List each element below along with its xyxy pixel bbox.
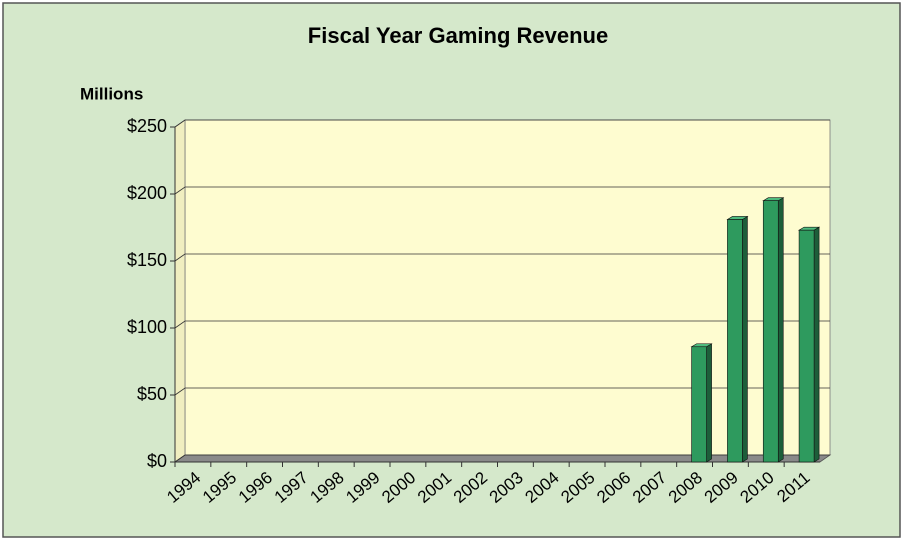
grid-line: [174, 119, 830, 128]
grid-line: [174, 253, 830, 262]
plot-side-wall: [174, 119, 186, 463]
bar-face: [691, 346, 707, 463]
bar: [762, 197, 785, 463]
bar-face: [742, 215, 748, 463]
bar-face: [813, 226, 820, 463]
y-tick-label: $0: [147, 451, 167, 471]
y-tick-label: $200: [127, 183, 167, 203]
grid-line: [174, 387, 830, 396]
bar-face: [798, 229, 815, 463]
plot-back-wall: [184, 119, 831, 456]
y-tick-label: $150: [127, 250, 167, 270]
bar-face: [706, 343, 712, 463]
grid-line: [174, 454, 830, 463]
bar-face: [777, 197, 784, 463]
bar: [726, 215, 749, 463]
chart-title: Fiscal Year Gaming Revenue: [308, 23, 608, 48]
y-tick-label: $100: [127, 317, 167, 337]
bar-face: [727, 219, 743, 463]
grid-line: [174, 320, 830, 329]
bar-face: [762, 200, 779, 463]
bar: [690, 343, 713, 463]
bar: [798, 226, 821, 463]
y-tick-label: $250: [127, 116, 167, 136]
y-tick-label: $50: [137, 384, 167, 404]
y-axis-label: Millions: [80, 84, 143, 103]
grid-line: [174, 186, 830, 195]
